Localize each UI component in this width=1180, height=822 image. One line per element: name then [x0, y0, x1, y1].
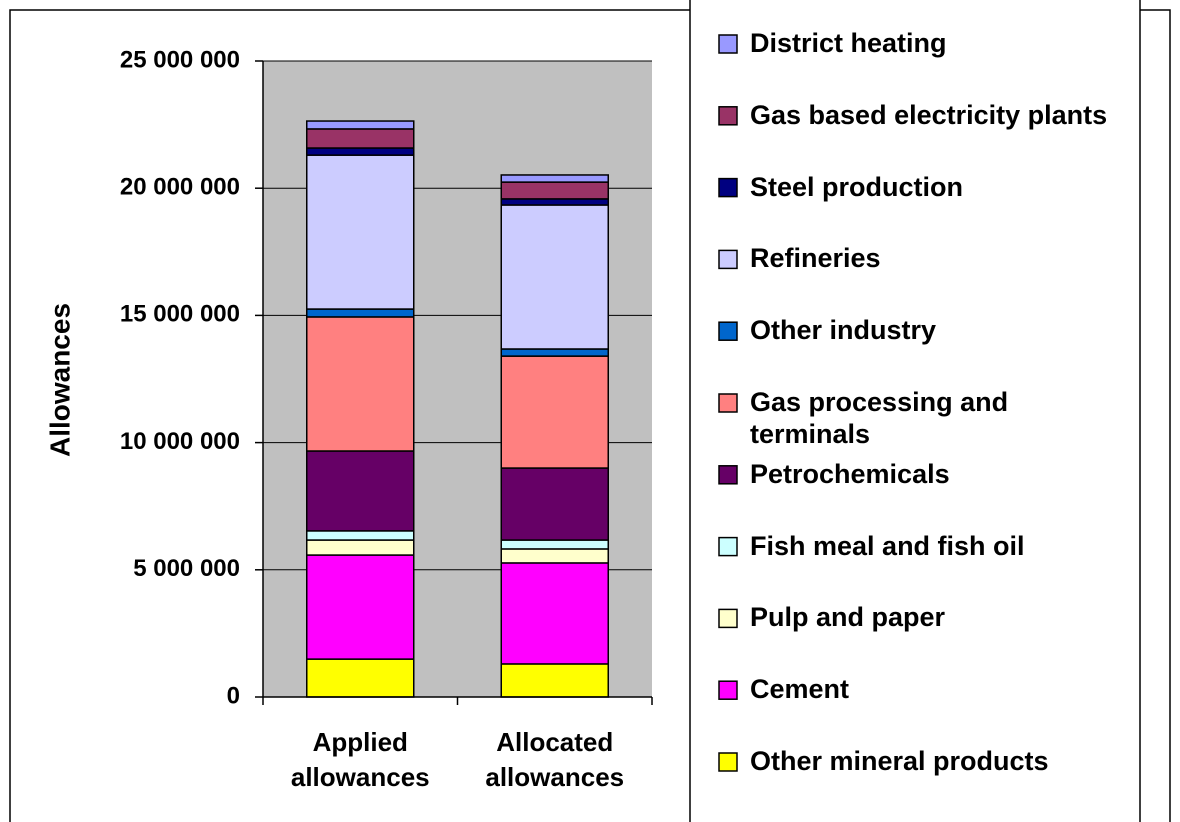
bar-segment — [306, 154, 415, 310]
chart-border — [9, 9, 1171, 822]
bar-segment — [306, 316, 415, 452]
bar-segment — [306, 450, 415, 532]
y-tick-label: 15 000 000 — [120, 301, 240, 328]
legend-swatch — [718, 608, 738, 629]
bar-segment — [500, 548, 609, 564]
x-tick-label: Applied allowances — [290, 727, 430, 792]
bar-segment — [500, 355, 609, 469]
legend-swatch — [718, 393, 738, 413]
legend-box — [689, 0, 1141, 822]
legend-label: Gas based electricity plants — [750, 99, 1108, 130]
y-axis-label: Allowances — [44, 303, 75, 457]
bar-segment — [500, 174, 609, 183]
bar-segment — [500, 539, 609, 550]
y-tick-label: 10 000 000 — [120, 428, 240, 455]
bar-segment — [500, 562, 609, 665]
y-tick-label: 25 000 000 — [120, 46, 240, 73]
bar-segment — [306, 120, 415, 130]
bar-segment — [500, 663, 609, 698]
legend-swatch — [718, 536, 738, 557]
legend-swatch — [718, 249, 738, 270]
y-tick-label: 0 — [227, 682, 240, 709]
bar-segment — [500, 204, 609, 350]
legend-swatch — [718, 321, 738, 341]
legend-label: Pulp and paper — [750, 602, 946, 633]
legend-swatch — [718, 680, 738, 700]
y-tick-label: 20 000 000 — [120, 174, 240, 201]
legend-label: Other mineral products — [750, 746, 1049, 776]
legend-label: Fish meal and fish oil — [750, 530, 1025, 561]
y-tick-label: 5 000 000 — [133, 555, 240, 582]
legend-swatch — [718, 752, 738, 772]
bar-segment — [500, 348, 609, 357]
bar-segment — [500, 198, 609, 206]
bar-segment — [306, 308, 415, 318]
legend-swatch — [718, 465, 738, 485]
legend-label: Other industry — [750, 315, 937, 346]
legend-swatch — [718, 177, 738, 198]
legend-label: Steel production — [750, 171, 964, 202]
legend-swatch — [718, 106, 738, 126]
legend-label: Petrochemicals — [750, 458, 950, 489]
bar-segment — [306, 530, 415, 541]
bar-segment — [306, 554, 415, 660]
legend-label: Cement — [750, 674, 850, 705]
bar-segment — [500, 181, 609, 200]
bar-segment — [306, 539, 415, 556]
bar-segment — [306, 128, 415, 149]
bar-segment — [306, 658, 415, 698]
legend-swatch — [718, 34, 738, 54]
bar-segment — [500, 467, 609, 541]
legend-label: Gas processing and terminals — [750, 387, 1009, 449]
x-tick-label: Allocated allowances — [485, 727, 625, 792]
bar-segment — [306, 147, 415, 156]
legend-label: District heating — [750, 28, 947, 58]
legend-label: Refineries — [750, 243, 881, 274]
